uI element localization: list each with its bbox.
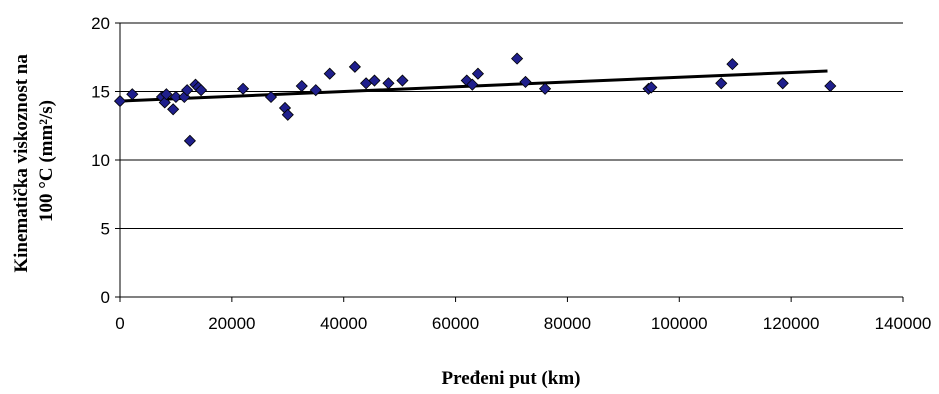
data-point (715, 77, 728, 90)
y-axis-title: Kinematička viskoznost na 100 °C (mm²/s) (11, 49, 57, 272)
data-point (181, 84, 194, 97)
x-axis-title: Pređeni put (km) (442, 368, 581, 389)
data-point (264, 90, 278, 104)
data-point (281, 108, 294, 121)
data-point (726, 58, 739, 71)
y-tick-label: 20 (91, 14, 110, 33)
data-point (169, 90, 182, 104)
data-point (309, 84, 322, 97)
y-tick-labels: 0 5 10 15 20 (91, 14, 110, 307)
x-tick-label: 120000 (763, 314, 820, 333)
data-point (348, 60, 361, 73)
x-tick-label: 20000 (208, 314, 255, 333)
data-point (471, 67, 485, 80)
x-tick-labels: 0 20000 40000 60000 80000 100000 120000 140000 (115, 314, 931, 333)
x-tick-label: 140000 (875, 314, 932, 333)
data-point (195, 84, 208, 97)
data-point (295, 79, 308, 93)
x-tick-label: 100000 (651, 314, 708, 333)
data-point (645, 81, 658, 94)
x-tick-label: 60000 (432, 314, 479, 333)
data-point (323, 67, 336, 80)
y-tick-label: 5 (101, 220, 110, 239)
grid-lines (120, 22, 903, 229)
data-point (382, 77, 395, 90)
x-tick-label: 0 (115, 314, 124, 333)
data-point (519, 75, 532, 88)
data-point (368, 74, 381, 87)
x-tick-label: 80000 (544, 314, 591, 333)
axes (115, 22, 904, 302)
data-point (466, 78, 479, 91)
data-point (396, 74, 409, 87)
data-point (160, 88, 173, 101)
y-axis-title-line-1: Kinematička viskoznost na (11, 54, 32, 273)
data-point (538, 82, 552, 95)
data-point (776, 77, 789, 90)
data-point (113, 95, 127, 108)
y-axis-title-line-2: 100 °C (mm²/s) (36, 100, 57, 222)
y-tick-label: 10 (91, 151, 110, 170)
data-point (126, 88, 139, 101)
y-tick-label: 15 (91, 83, 110, 102)
data-point (511, 52, 524, 65)
data-points (113, 52, 837, 147)
data-point (824, 79, 837, 93)
data-point (236, 82, 250, 95)
data-point (183, 134, 196, 147)
y-tick-label: 0 (101, 288, 110, 307)
data-point (167, 103, 180, 116)
data-point (158, 96, 171, 109)
x-tick-label: 40000 (320, 314, 367, 333)
